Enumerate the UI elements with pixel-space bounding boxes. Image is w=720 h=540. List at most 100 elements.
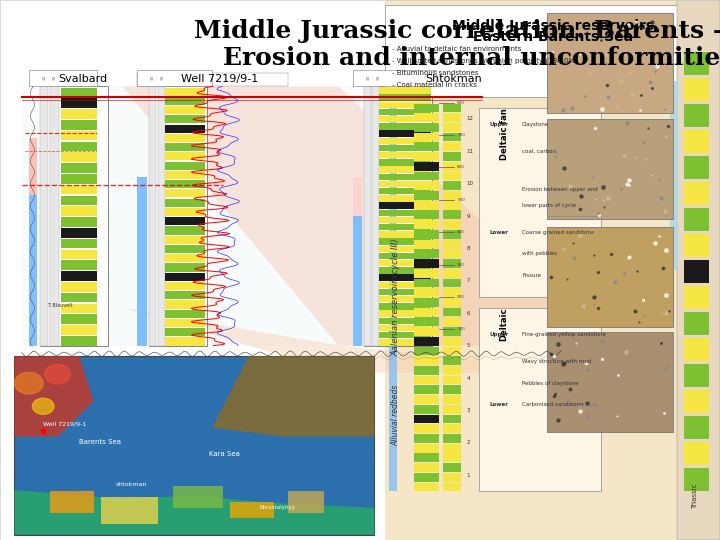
Text: Kara Sea: Kara Sea xyxy=(209,451,240,457)
Bar xyxy=(50,491,94,513)
Text: 9: 9 xyxy=(467,213,470,219)
Polygon shape xyxy=(14,356,94,436)
Bar xyxy=(414,454,439,462)
Bar xyxy=(14,481,374,490)
Bar xyxy=(165,180,205,188)
Bar xyxy=(443,143,461,151)
Bar xyxy=(684,156,709,179)
Text: Pebbles of claystone: Pebbles of claystone xyxy=(522,381,578,386)
Bar xyxy=(443,424,461,433)
Bar xyxy=(414,376,439,384)
Bar xyxy=(165,208,205,216)
Bar xyxy=(684,390,709,413)
Bar xyxy=(29,195,37,346)
Bar xyxy=(61,314,97,324)
Bar xyxy=(389,103,397,491)
Bar xyxy=(379,310,431,317)
Bar xyxy=(547,332,673,432)
Text: 2: 2 xyxy=(467,440,470,445)
Bar xyxy=(385,0,720,540)
Bar xyxy=(379,303,431,309)
Bar xyxy=(379,224,431,231)
Bar xyxy=(61,249,97,259)
Bar xyxy=(353,177,362,216)
Text: Fine-grained yellow sandstone: Fine-grained yellow sandstone xyxy=(522,332,606,338)
Bar xyxy=(14,356,374,365)
Bar xyxy=(414,424,439,433)
Bar xyxy=(379,159,431,166)
Bar xyxy=(14,463,374,472)
Bar xyxy=(414,162,439,171)
Bar xyxy=(165,328,205,336)
Bar xyxy=(137,177,147,346)
Bar xyxy=(165,300,205,308)
Bar xyxy=(165,115,205,124)
Bar xyxy=(61,228,97,238)
Bar xyxy=(414,249,439,258)
Bar xyxy=(165,190,205,198)
Bar xyxy=(414,279,439,287)
Bar xyxy=(414,288,439,297)
Text: Claystone: Claystone xyxy=(522,122,549,127)
Bar xyxy=(14,383,374,392)
Bar xyxy=(443,298,461,307)
Text: Middle Jurassic reservoirs: Middle Jurassic reservoirs xyxy=(451,19,654,33)
Text: - Well sorted sandstones with high porosity (19-20%): - Well sorted sandstones with high poros… xyxy=(392,58,578,64)
Bar xyxy=(414,473,439,482)
Bar xyxy=(165,161,205,170)
Bar xyxy=(61,260,97,270)
Bar xyxy=(479,108,601,297)
Bar xyxy=(165,273,205,281)
Bar xyxy=(414,220,439,229)
Bar xyxy=(379,188,431,194)
Bar xyxy=(414,356,439,365)
Bar xyxy=(14,365,374,374)
Text: Eastern Barents Sea: Eastern Barents Sea xyxy=(472,30,633,44)
Polygon shape xyxy=(212,356,374,436)
Bar xyxy=(165,125,205,133)
Bar xyxy=(14,419,374,428)
Text: 8: 8 xyxy=(467,246,470,251)
Bar xyxy=(61,217,97,227)
Bar xyxy=(165,171,205,179)
Bar xyxy=(149,86,207,346)
Bar xyxy=(137,73,288,86)
Bar xyxy=(414,434,439,443)
Text: Well 7219/9-1: Well 7219/9-1 xyxy=(181,73,258,84)
Bar xyxy=(158,86,165,346)
Text: 12: 12 xyxy=(467,116,474,122)
Bar xyxy=(379,123,431,130)
Bar xyxy=(443,113,461,122)
Bar xyxy=(443,259,461,268)
Text: |||: ||| xyxy=(52,76,56,80)
Bar xyxy=(165,226,205,234)
Bar xyxy=(684,312,709,335)
Bar xyxy=(443,211,461,219)
Bar xyxy=(414,386,439,394)
Bar xyxy=(443,483,461,491)
Bar xyxy=(684,416,709,440)
Bar xyxy=(379,296,431,302)
Bar xyxy=(379,138,431,144)
Text: Fissure: Fissure xyxy=(522,273,541,278)
Bar xyxy=(61,293,97,302)
Bar xyxy=(414,152,439,161)
Bar xyxy=(414,298,439,307)
Bar xyxy=(165,319,205,327)
Bar xyxy=(29,138,37,195)
Bar xyxy=(443,434,461,443)
Bar xyxy=(443,376,461,384)
Bar xyxy=(414,181,439,190)
Bar xyxy=(165,87,205,96)
Bar xyxy=(61,131,97,140)
Text: Wavy structure with mud: Wavy structure with mud xyxy=(522,359,591,364)
Bar xyxy=(165,152,205,160)
Bar xyxy=(443,181,461,190)
Bar xyxy=(14,392,374,401)
Bar xyxy=(414,172,439,180)
Bar xyxy=(379,231,431,238)
Bar xyxy=(379,195,431,201)
Bar xyxy=(443,162,461,171)
Text: 800: 800 xyxy=(457,100,465,105)
Text: - Bituminous sandstones: - Bituminous sandstones xyxy=(392,70,479,76)
